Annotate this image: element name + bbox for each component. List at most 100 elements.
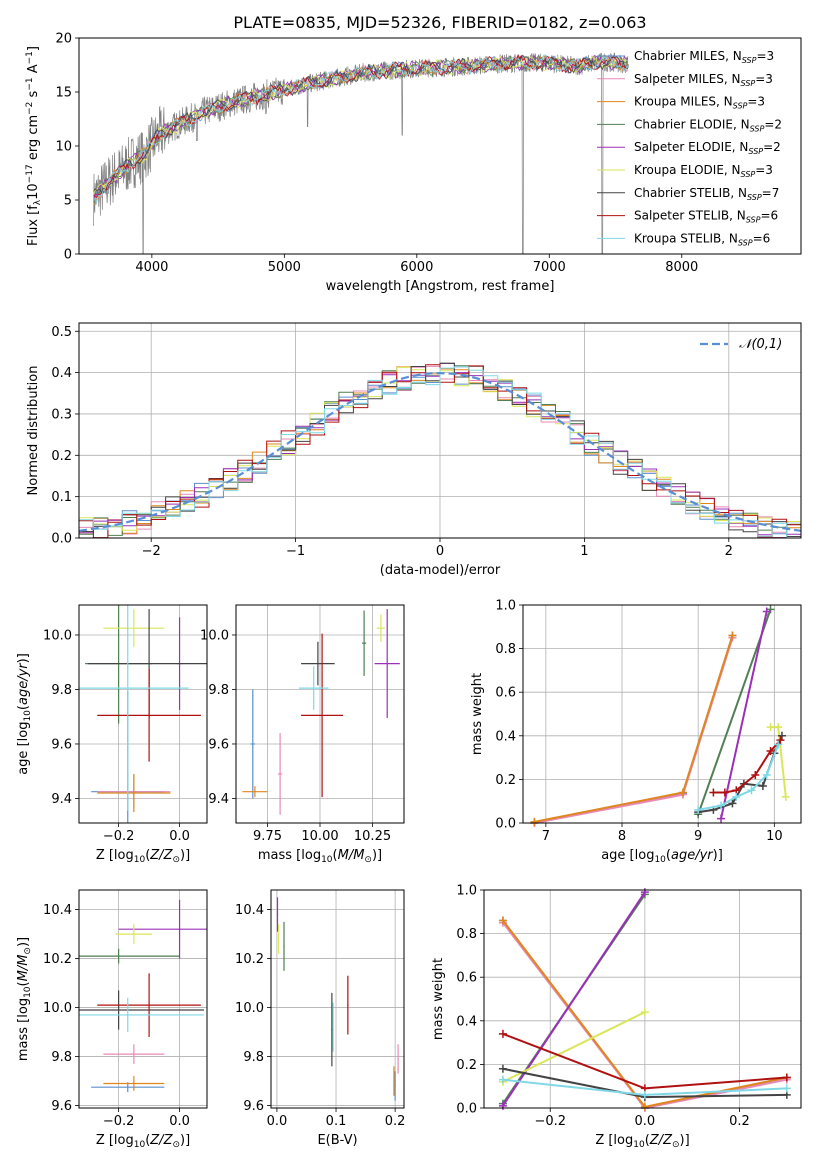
massweight_vs_age-marker-8: [747, 786, 756, 795]
age_vs_Z-xlabel-part: Z/Z: [149, 848, 173, 863]
spectrum-axes: 4000 5000 6000 7000 8000 0 5 10 15 20: [55, 32, 698, 276]
massweight_vs_Z-line-5: [502, 1011, 646, 1083]
mass_vs_Z-xtick-label: −0.2: [103, 1114, 135, 1129]
massweight_vs_age-marker-2: [678, 788, 687, 797]
age_vs_Z-xtick-label: 0.0: [169, 829, 190, 844]
legend-label-sub: SSP: [738, 238, 753, 247]
spectrum-ylabel-part: ]: [26, 46, 41, 51]
age_vs_Z-xlabel: Z [log10(Z/Z⊙)]: [96, 848, 190, 865]
massweight_vs_Z-ytick-label: 1.0: [456, 884, 477, 899]
massweight_vs_Z-frame: [483, 889, 802, 1109]
massweight_vs_age-marker-8: [774, 740, 783, 749]
massweight_vs_age-marker-6: [777, 731, 786, 740]
massweight_vs_age-marker-6: [728, 799, 737, 808]
legend-label-count: =2: [763, 140, 781, 154]
massweight_vs_age-marker-5: [781, 792, 790, 801]
residuals-xtick-label: −2: [142, 544, 161, 559]
age_vs_Z-ylabel-part: (: [16, 705, 31, 710]
legend-label-name: Salpeter STELIB, N: [634, 209, 746, 223]
massweight_vs_Z-xtick-label: 0.0: [635, 1114, 656, 1129]
massweight_vs_age-marker-8: [762, 771, 771, 780]
massweight_vs_Z-xlabel-part: ⊙: [672, 1140, 680, 1150]
legend-label-sub: SSP: [741, 79, 756, 88]
mass_vs_Z-ytick-label: 9.6: [51, 1099, 72, 1114]
massweight_vs_Z-marker-8: [498, 1075, 507, 1084]
massweight_vs_Z-marker-2: [640, 1102, 649, 1111]
age_vs_Z-xlabel-part: 10: [134, 855, 146, 865]
legend-label-5: Kroupa ELODIE, NSSP=3: [634, 163, 773, 179]
age_vs_mass-axes: 9.75 10.00 10.25 9.4 9.6 9.8 10.0: [200, 605, 404, 844]
age_vs_mass-ytick-label: 9.6: [208, 737, 229, 752]
massweight_vs_age-xtick-label: 10: [766, 829, 783, 844]
massweight_vs_Z-ytick-label: 0.6: [456, 971, 477, 986]
legend-label-sub: SSP: [746, 216, 761, 225]
mass_vs_Z-xlabel-part: (: [145, 1133, 150, 1148]
mass_vs_ebv-axes: 0.0 0.1 0.2 9.6 9.8 10.0 10.2 10.4: [235, 890, 405, 1129]
mass_vs_Z-ylabel: mass [log10(M/M⊙)]: [16, 937, 33, 1061]
massweight_vs_Z-xlabel-part: Z/Z: [649, 1133, 673, 1148]
spectrum-ylabel-part: −1: [25, 51, 35, 64]
spectrum-model-7: [93, 54, 628, 198]
massweight_vs_age-ylabel: mass weight: [470, 673, 485, 755]
legend-label-7: Salpeter STELIB, NSSP=6: [634, 209, 778, 225]
mass_vs_Z-ylabel-part: M/M: [16, 955, 31, 982]
spectrum-ytick-label: 20: [55, 32, 72, 47]
residuals-ytick-label: 0.1: [51, 490, 72, 505]
spectrum-model-8: [93, 53, 629, 204]
spectrum-ylabel-part: erg cm: [26, 115, 41, 164]
legend-label-name: Chabrier ELODIE, N: [634, 117, 750, 131]
massweight_vs_age-xlabel-part: 10: [654, 855, 666, 865]
spectrum-xtick-label: 6000: [400, 260, 433, 275]
massweight_vs_Z-marker-8: [782, 1084, 791, 1093]
mass_vs_Z-xlabel-part: )]: [180, 1133, 190, 1148]
massweight_vs_age-ytick-label: 0.0: [495, 817, 516, 832]
massweight_vs_age-series-group: [530, 605, 790, 827]
mass_vs_ebv-xtick-label: 0.2: [385, 1114, 406, 1129]
age_vs_mass-ytick-label: 10.0: [200, 628, 229, 643]
legend-label-sub: SSP: [750, 124, 765, 133]
legend-label-count: =3: [747, 95, 765, 109]
spectrum-ylabel-part: Flux [f: [26, 205, 41, 246]
residuals-ytick-label: 0.3: [51, 407, 72, 422]
spectrum-ytick-label: 5: [64, 194, 72, 209]
massweight_vs_age-xlabel-part: )]: [713, 848, 723, 863]
age_vs_mass-xtick-label: 9.75: [253, 829, 282, 844]
figure-title: PLATE=0835, MJD=52326, FIBERID=0182, z=0…: [233, 13, 646, 32]
age_vs_Z-frame: [78, 604, 208, 824]
mass_vs_Z-xlabel-part: 10: [134, 1140, 146, 1150]
mass_vs_ebv-ytick-label: 10.0: [235, 1001, 264, 1016]
massweight_vs_Z-xlabel-part: (: [645, 1133, 650, 1148]
legend-label-count: =3: [755, 163, 773, 177]
massweight_vs_Z-ytick-label: 0.4: [456, 1014, 477, 1029]
massweight_vs_Z-xtick-label: −0.2: [534, 1114, 566, 1129]
massweight_vs_age-marker-2: [530, 817, 539, 826]
massweight_vs_age-marker-4: [762, 607, 771, 616]
mass_vs_ebv-ytick-label: 9.6: [243, 1099, 264, 1114]
massweight_vs_Z-xlabel-part: 10: [633, 1140, 645, 1150]
spectrum-ylabel-part: −2: [25, 102, 35, 115]
spectrum-ylabel-part: 10: [26, 183, 41, 200]
spectrum-frame: [78, 37, 802, 255]
massweight_vs_age-ylabel-part: mass weight: [470, 673, 485, 755]
residuals-xtick-label: 0: [436, 544, 444, 559]
age_vs_mass-frame: [235, 604, 405, 824]
spectrum-ytick-label: 0: [64, 248, 72, 263]
spectrum-ylabel: Flux [fλ10−17 erg cm−2 s−1 A−1]: [25, 46, 43, 246]
legend-label-4: Salpeter ELODIE, NSSP=2: [634, 140, 781, 156]
legend-label-name: Chabrier STELIB, N: [634, 186, 747, 200]
spectrum-xlabel-part: wavelength [Angstrom, rest frame]: [326, 279, 555, 294]
massweight_vs_Z-xlabel: Z [log10(Z/Z⊙)]: [595, 1133, 689, 1150]
age_vs_mass-ytick-label: 9.8: [208, 683, 229, 698]
massweight_vs_Z-ylabel: mass weight: [431, 958, 446, 1040]
spectrum-xtick-label: 7000: [533, 260, 566, 275]
massweight_vs_age-marker-7: [709, 788, 718, 797]
mass_vs_Z-xlabel-part: ⊙: [172, 1140, 180, 1150]
massweight_vs_age-marker-8: [732, 792, 741, 801]
age_vs_mass-series-group: [242, 609, 400, 815]
age_vs_Z-ytick-label: 9.6: [51, 737, 72, 752]
legend-label-count: =3: [756, 49, 774, 63]
age_vs_Z-series-group: [79, 605, 207, 823]
massweight_vs_age-marker-8: [717, 801, 726, 810]
